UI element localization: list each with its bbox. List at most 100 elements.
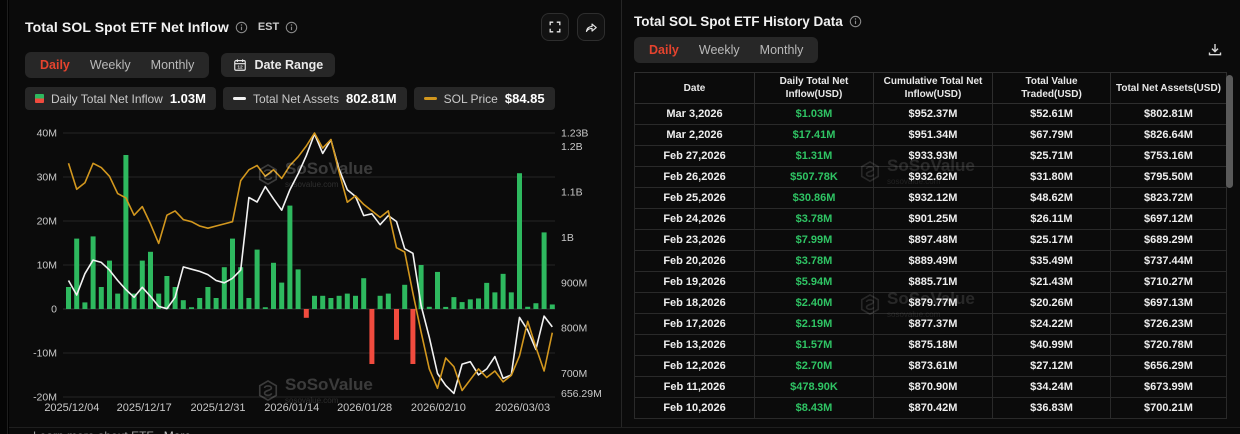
svg-text:1.2B: 1.2B: [561, 141, 583, 153]
cell-value: $885.71M: [874, 272, 993, 293]
cell-value: $48.62M: [993, 188, 1111, 209]
cell-value: $31.80M: [993, 167, 1111, 188]
cell-value: $897.48M: [874, 230, 993, 251]
est-timezone-label: EST: [258, 21, 279, 33]
cell-value: $901.25M: [874, 209, 993, 230]
svg-text:800M: 800M: [561, 323, 587, 335]
info-icon[interactable]: [849, 15, 862, 28]
tab-monthly[interactable]: Monthly: [142, 56, 204, 74]
table-column-header: Date: [635, 73, 755, 104]
legend-item-sol-price[interactable]: SOL Price $84.85: [414, 87, 555, 110]
calendar-icon: 12: [233, 58, 247, 72]
cell-value: $710.27M: [1111, 272, 1227, 293]
footer-text: Learn more about ETF.: [33, 429, 156, 434]
table-row: Mar 3,2026$1.03M$952.37M$52.61M$802.81M: [635, 104, 1227, 125]
cell-date: Feb 27,2026: [635, 146, 755, 167]
tab-weekly[interactable]: Weekly: [690, 41, 749, 59]
cell-value: $7.99M: [755, 230, 874, 251]
cell-value: $20.26M: [993, 293, 1111, 314]
cell-value: $879.77M: [874, 293, 993, 314]
tab-daily[interactable]: Daily: [640, 41, 688, 59]
cell-value: $26.11M: [993, 209, 1111, 230]
legend-item-net-assets[interactable]: Total Net Assets 802.81M: [223, 87, 407, 110]
table-row: Feb 27,2026$1.31M$933.93M$25.71M$753.16M: [635, 146, 1227, 167]
cell-date: Feb 26,2026: [635, 167, 755, 188]
cell-value: $932.12M: [874, 188, 993, 209]
cell-value: $67.79M: [993, 125, 1111, 146]
cell-value: $40.99M: [993, 335, 1111, 356]
svg-text:2026/02/10: 2026/02/10: [411, 402, 466, 414]
cell-value: $952.37M: [874, 104, 993, 125]
history-data-panel: Total SOL Spot ETF History Data Daily We…: [622, 0, 1240, 427]
cell-date: Feb 20,2026: [635, 251, 755, 272]
table-row: Feb 10,2026$8.43M$870.42M$36.83M$700.21M: [635, 398, 1227, 419]
svg-text:656.29M: 656.29M: [561, 388, 602, 400]
footer-more-link[interactable]: More: [164, 429, 191, 434]
inflow-chart[interactable]: 40M30M20M10M0-10M-20M1.23B1.2B1.1B1B900M…: [9, 118, 621, 418]
cell-value: $3.78M: [755, 209, 874, 230]
cell-value: $673.99M: [1111, 377, 1227, 398]
table-row: Feb 19,2026$5.94M$885.71M$21.43M$710.27M: [635, 272, 1227, 293]
info-icon[interactable]: [235, 21, 248, 34]
page-footer: Learn more about ETF. More: [9, 427, 1240, 434]
svg-text:-10M: -10M: [33, 348, 57, 360]
cell-value: $689.29M: [1111, 230, 1227, 251]
svg-text:2026/03/03: 2026/03/03: [495, 402, 550, 414]
table-column-header: Cumulative Total Net Inflow(USD): [874, 73, 993, 104]
svg-text:40M: 40M: [37, 128, 57, 140]
table-row: Feb 24,2026$3.78M$901.25M$26.11M$697.12M: [635, 209, 1227, 230]
svg-text:10M: 10M: [37, 260, 57, 272]
share-button[interactable]: [577, 13, 605, 41]
cell-value: $726.23M: [1111, 314, 1227, 335]
table-header-row: DateDaily Total Net Inflow(USD)Cumulativ…: [635, 73, 1227, 104]
table-row: Feb 17,2026$2.19M$877.37M$24.22M$726.23M: [635, 314, 1227, 335]
inflow-marker-icon: [35, 94, 44, 103]
info-icon[interactable]: [285, 21, 298, 34]
cell-value: $700.21M: [1111, 398, 1227, 419]
table-row: Feb 18,2026$2.40M$879.77M$20.26M$697.13M: [635, 293, 1227, 314]
cell-value: $35.49M: [993, 251, 1111, 272]
cell-value: $2.19M: [755, 314, 874, 335]
date-range-button[interactable]: 12 Date Range: [221, 53, 335, 77]
cell-value: $873.61M: [874, 356, 993, 377]
history-table-wrap: DateDaily Total Net Inflow(USD)Cumulativ…: [634, 72, 1226, 419]
cell-value: $753.16M: [1111, 146, 1227, 167]
left-edge-rail: [0, 0, 8, 434]
cell-date: Feb 12,2026: [635, 356, 755, 377]
table-panel-title: Total SOL Spot ETF History Data: [634, 14, 843, 29]
cell-value: $5.94M: [755, 272, 874, 293]
cell-value: $697.12M: [1111, 209, 1227, 230]
cell-date: Feb 17,2026: [635, 314, 755, 335]
inflow-chart-canvas[interactable]: 40M30M20M10M0-10M-20M1.23B1.2B1.1B1B900M…: [9, 118, 621, 418]
legend-item-net-inflow[interactable]: Daily Total Net Inflow 1.03M: [25, 87, 216, 110]
download-button[interactable]: [1204, 39, 1226, 61]
tab-weekly[interactable]: Weekly: [81, 56, 140, 74]
svg-text:2026/01/14: 2026/01/14: [264, 402, 319, 414]
cell-value: $24.22M: [993, 314, 1111, 335]
cell-value: $932.62M: [874, 167, 993, 188]
cell-date: Feb 25,2026: [635, 188, 755, 209]
cell-date: Feb 10,2026: [635, 398, 755, 419]
tab-monthly[interactable]: Monthly: [751, 41, 813, 59]
cell-value: $951.34M: [874, 125, 993, 146]
cell-value: $3.78M: [755, 251, 874, 272]
inflow-bars: [66, 155, 555, 364]
svg-text:2025/12/17: 2025/12/17: [117, 402, 172, 414]
table-scrollbar-thumb[interactable]: [1226, 75, 1233, 188]
page: Total SOL Spot ETF Net Inflow EST: [0, 0, 1240, 434]
table-row: Feb 20,2026$3.78M$889.49M$35.49M$737.44M: [635, 251, 1227, 272]
date-range-label: Date Range: [254, 58, 323, 72]
cell-value: $34.24M: [993, 377, 1111, 398]
cell-value: $507.78K: [755, 167, 874, 188]
table-column-header: Total Value Traded(USD): [993, 73, 1111, 104]
tab-daily[interactable]: Daily: [31, 56, 79, 74]
fullscreen-button[interactable]: [541, 13, 569, 41]
cell-value: $875.18M: [874, 335, 993, 356]
svg-text:1B: 1B: [561, 232, 574, 244]
table-row: Feb 13,2026$1.57M$875.18M$40.99M$720.78M: [635, 335, 1227, 356]
cell-value: $25.17M: [993, 230, 1111, 251]
cell-value: $877.37M: [874, 314, 993, 335]
cell-date: Mar 2,2026: [635, 125, 755, 146]
cell-value: $870.90M: [874, 377, 993, 398]
svg-text:1.1B: 1.1B: [561, 187, 583, 199]
